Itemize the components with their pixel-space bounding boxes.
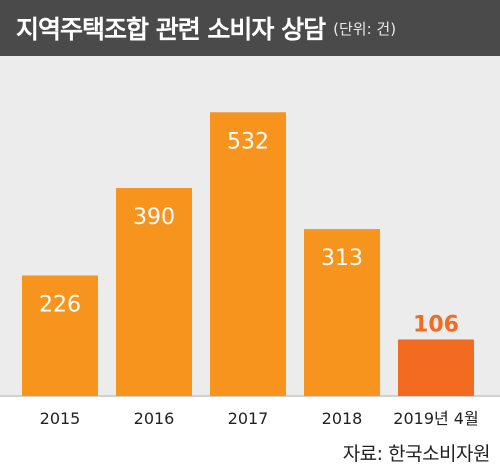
chart-title: 지역주택조합 관련 소비자 상담 <box>16 15 326 44</box>
source-note: 자료: 한국소비자원 <box>342 443 491 465</box>
bar-2017 <box>210 112 286 397</box>
x-tick-label-2015: 2015 <box>40 409 81 428</box>
bar-2015 <box>22 275 98 396</box>
chart-header: 지역주택조합 관련 소비자 상담 (단위: 건) <box>0 0 500 56</box>
bar-2019년 4월 <box>398 339 474 396</box>
data-label-2015: 226 <box>39 292 81 317</box>
data-label-2017: 532 <box>227 129 269 154</box>
x-tick-label-2018: 2018 <box>322 409 363 428</box>
bar-2016 <box>116 188 192 396</box>
bar-2018 <box>304 229 380 396</box>
data-label-2019년 4월: 106 <box>413 312 459 337</box>
data-label-2016: 390 <box>133 205 175 230</box>
data-label-2018: 313 <box>321 246 363 271</box>
x-tick-label-2017: 2017 <box>228 409 269 428</box>
x-tick-label-2019년 4월: 2019년 4월 <box>393 409 478 428</box>
unit-label: (단위: 건) <box>333 19 397 38</box>
axis-band <box>0 396 500 436</box>
x-tick-label-2016: 2016 <box>134 409 175 428</box>
